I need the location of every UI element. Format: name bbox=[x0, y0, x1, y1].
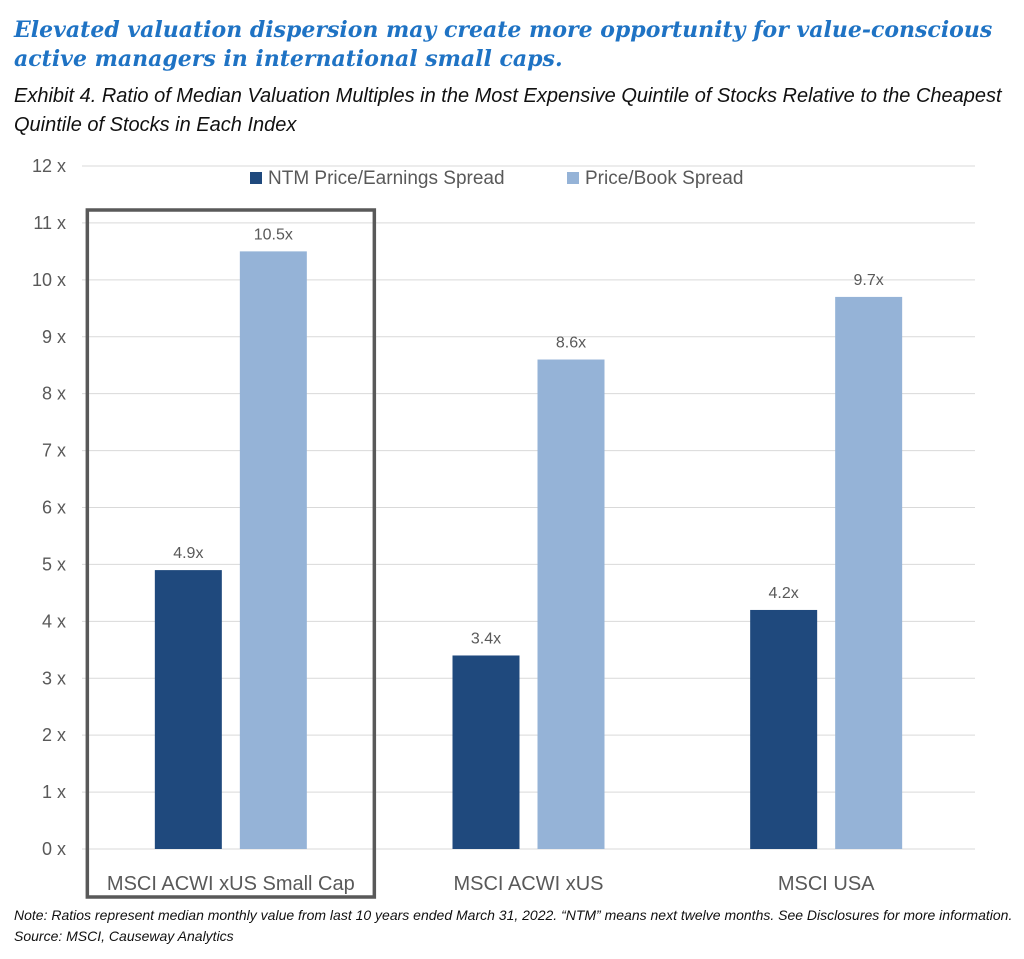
category-labels: MSCI ACWI xUS Small Cap MSCI ACWI xUS MSCI… bbox=[107, 873, 875, 895]
highlight-box-layer bbox=[85, 208, 377, 899]
headline: Elevated valuation dispersion may create… bbox=[14, 17, 993, 72]
highlight-box bbox=[85, 208, 377, 899]
y-tick-label: 5 x bbox=[42, 554, 66, 574]
bar bbox=[750, 609, 818, 849]
bar-chart: 0 x 1 x 2 x 3 x 4 x 5 x 6 x 7 x 8 x 9 x 10 x 11 x 12… bbox=[32, 156, 975, 899]
bar bbox=[154, 570, 222, 849]
y-tick-label: 12 x bbox=[32, 156, 66, 176]
y-tick-label: 11 x bbox=[33, 213, 66, 233]
y-tick-label: 8 x bbox=[42, 384, 66, 404]
y-tick-label: 0 x bbox=[42, 839, 66, 859]
y-tick-label: 6 x bbox=[42, 498, 66, 518]
data-label: 4.9x bbox=[173, 545, 203, 562]
y-tick-label: 9 x bbox=[42, 327, 66, 347]
bar bbox=[835, 296, 903, 849]
y-tick-label: 7 x bbox=[42, 441, 66, 461]
y-tick-label: 4 x bbox=[42, 611, 66, 631]
y-tick-label: 3 x bbox=[42, 668, 66, 688]
gridlines bbox=[82, 165, 975, 850]
data-label: 8.6x bbox=[556, 335, 586, 352]
category-label: MSCI ACWI xUS bbox=[453, 873, 603, 895]
data-labels: 4.9x 10.5x 3.4x 8.6x 4.2x 9.7x bbox=[173, 226, 884, 647]
exhibit-title: Exhibit 4. Ratio of Median Valuation Mul… bbox=[14, 85, 1002, 136]
category-label: MSCI ACWI xUS Small Cap bbox=[107, 873, 355, 895]
category-label: MSCI USA bbox=[778, 873, 875, 895]
y-axis-tick-labels: 0 x 1 x 2 x 3 x 4 x 5 x 6 x 7 x 8 x 9 x 10 x 11 x 12… bbox=[32, 156, 66, 859]
legend-swatch bbox=[250, 172, 262, 184]
bar bbox=[537, 359, 605, 849]
data-label: 4.2x bbox=[769, 585, 799, 602]
bar bbox=[239, 251, 307, 849]
data-label: 3.4x bbox=[471, 630, 501, 647]
bars bbox=[154, 251, 903, 849]
y-tick-label: 1 x bbox=[42, 782, 66, 802]
legend-label: NTM Price/Earnings Spread bbox=[268, 168, 505, 189]
legend-swatch bbox=[567, 172, 579, 184]
y-tick-label: 10 x bbox=[32, 270, 66, 290]
data-label: 9.7x bbox=[854, 272, 884, 289]
bar bbox=[452, 655, 520, 849]
data-label: 10.5x bbox=[254, 226, 293, 243]
footnote: Note: Ratios represent median monthly va… bbox=[14, 907, 1013, 944]
legend: NTM Price/Earnings Spread Price/Book Spre… bbox=[250, 168, 743, 189]
y-tick-label: 2 x bbox=[42, 725, 66, 745]
legend-label: Price/Book Spread bbox=[585, 168, 743, 189]
